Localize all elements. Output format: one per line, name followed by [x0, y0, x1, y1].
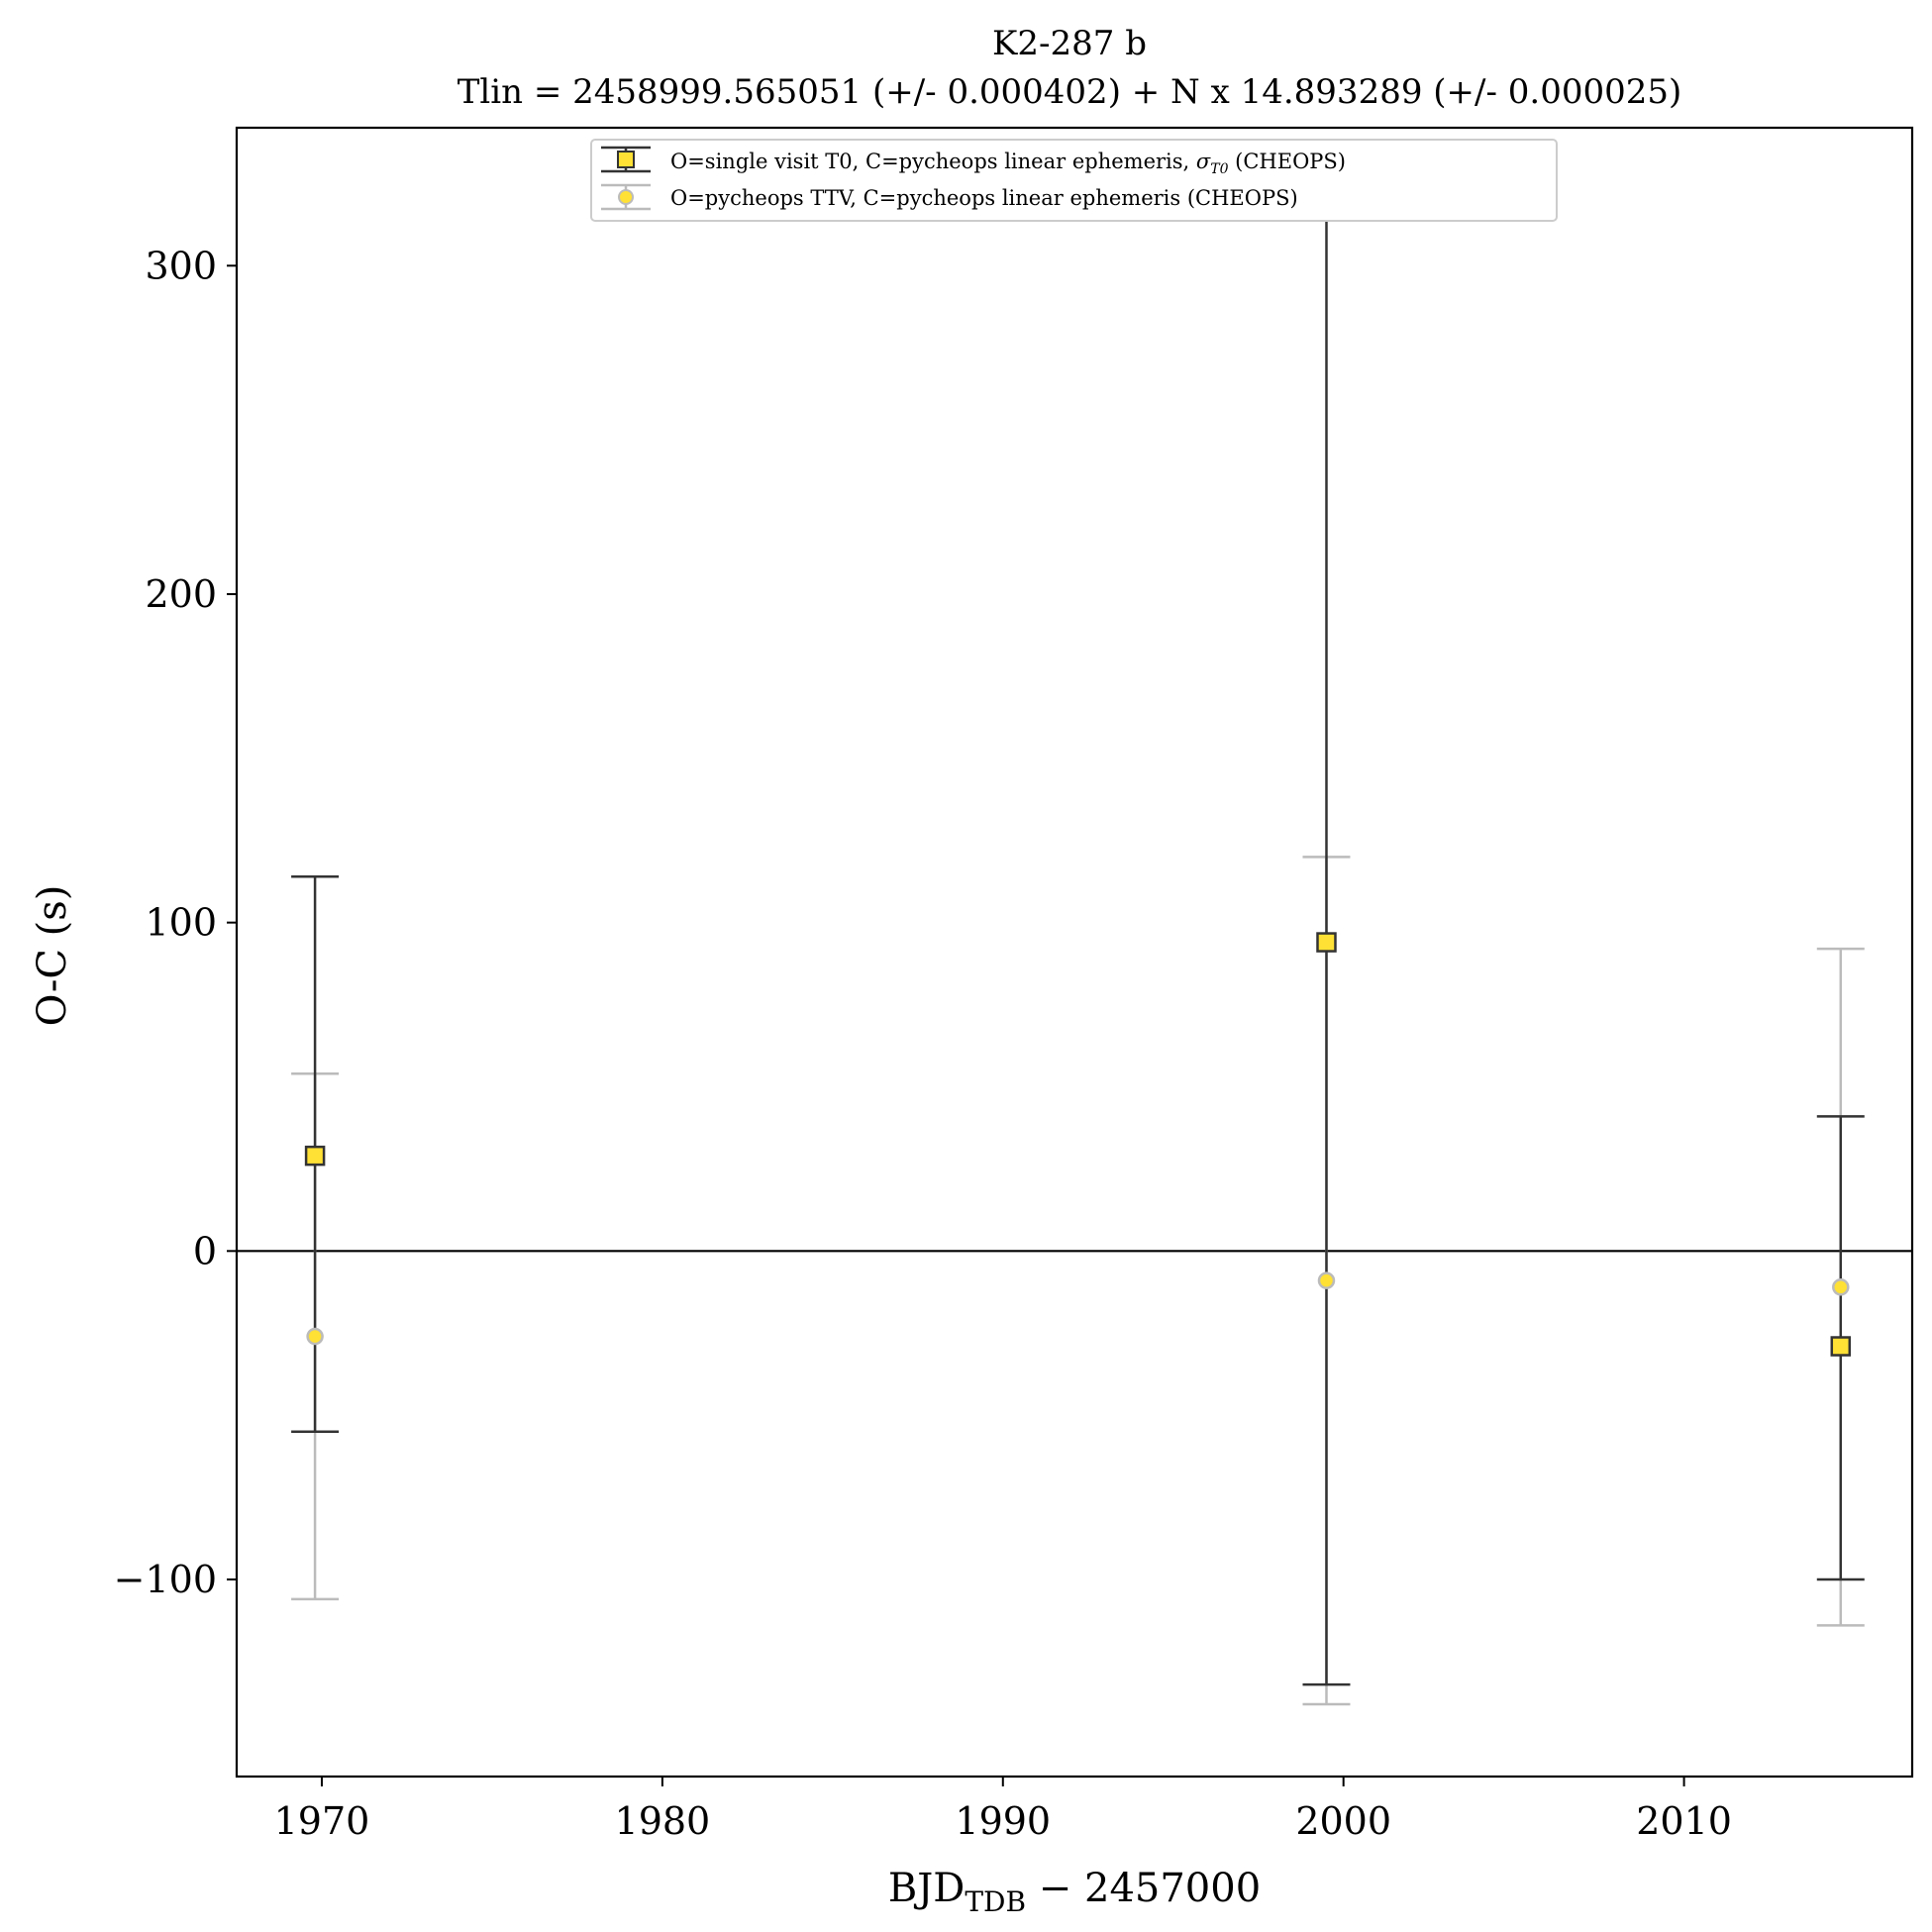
legend-handle-ttv [601, 183, 651, 211]
point-single-visit-0 [304, 1145, 326, 1167]
axes: 1970 1980 1990 2000 2010 −100 0 100 200 300 [114, 244, 1732, 1843]
y-axis-label: O-C (s) [30, 885, 75, 1027]
legend-label-ttv: O=pycheops TTV, C=pycheops linear epheme… [670, 186, 1298, 210]
point-single-visit-1 [1316, 932, 1337, 953]
x-tick-label-1990: 1990 [955, 1799, 1051, 1843]
point-single-visit-2 [1830, 1336, 1852, 1357]
y-tick-label-200: 200 [145, 572, 217, 616]
y-tick-label-300: 300 [145, 244, 217, 287]
point-ttv-2 [1832, 1278, 1850, 1296]
legend-label-single-visit: O=single visit T0, C=pycheops linear eph… [670, 150, 1346, 177]
y-tick-label-100: 100 [145, 901, 217, 945]
x-axis-label: BJDTDB − 2457000 [888, 1866, 1261, 1918]
legend-box [590, 139, 1558, 222]
chart-title: K2-287 b [992, 24, 1147, 63]
x-tick-label-2010: 2010 [1636, 1799, 1732, 1843]
y-tick-label-0: 0 [193, 1229, 217, 1272]
x-tick-label-1970: 1970 [274, 1799, 370, 1843]
plot-content [237, 198, 1912, 1706]
x-tick-label-1980: 1980 [615, 1799, 711, 1843]
y-tick-label--100: −100 [114, 1558, 217, 1601]
point-ttv-1 [1317, 1271, 1336, 1289]
x-tick-label-2000: 2000 [1295, 1799, 1391, 1843]
plot-frame [235, 126, 1914, 1779]
legend: O=single visit T0, C=pycheops linear eph… [590, 139, 1558, 222]
legend-handle-single-visit [601, 146, 651, 173]
point-ttv-0 [306, 1327, 324, 1346]
chart-subtitle: Tlin = 2458999.565051 (+/- 0.000402) + N… [458, 72, 1682, 112]
